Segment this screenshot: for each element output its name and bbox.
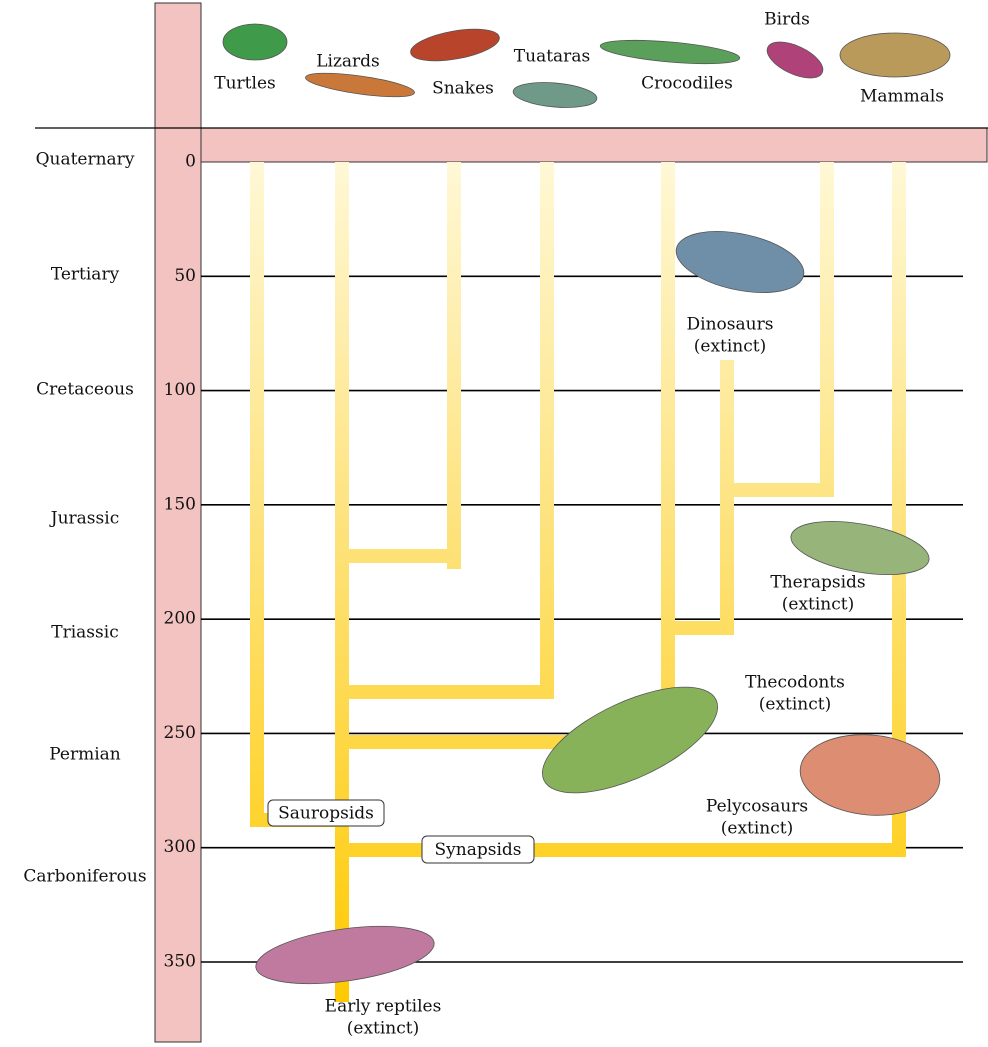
tick-label: 50 [174,266,196,286]
snake-art [410,28,500,62]
period-label: Permian [49,745,121,765]
branch [342,549,461,563]
group-label: Snakes [432,79,494,99]
branch [820,162,834,497]
tick-label: 150 [164,494,196,514]
clade-label: Sauropsids [278,804,374,824]
branch [661,162,675,749]
extinct-note: (extinct) [347,1019,419,1039]
extinct-name: Dinosaurs [687,315,774,335]
branch [727,483,834,497]
group-label: Turtles [214,74,275,94]
pelycosaur-art [799,734,941,816]
group-label: Birds [764,10,810,30]
clade-box [421,835,535,864]
tick-label: 250 [164,723,196,743]
group-label: Lizards [316,52,380,72]
branch [342,685,554,699]
extinct-name: Pelycosaurs [706,797,808,817]
group-label: Tuataras [514,47,590,67]
branch [892,162,906,857]
tick-label: 100 [164,380,196,400]
period-label: Cretaceous [36,380,134,400]
clade-box [267,799,385,827]
period-label: Quaternary [36,150,135,170]
grid-lines [201,275,963,963]
group-label: Crocodiles [641,74,733,94]
extinct-name: Therapsids [770,573,865,593]
lizard-art [305,72,415,98]
tick-label: 350 [164,952,196,972]
clade-label: Synapsids [435,840,522,860]
branch [335,162,349,1002]
therapsid-art [790,521,930,575]
bird-art [766,41,824,79]
branch [540,162,554,699]
extinct-note: (extinct) [721,819,793,839]
tuatara-art [512,82,598,108]
present-bar [200,127,988,163]
period-label: Triassic [51,623,118,643]
dinosaur-art [675,231,805,293]
extinct-note: (extinct) [759,695,831,715]
turtle-art [222,23,288,61]
extinct-note: (extinct) [694,337,766,357]
time-bar [154,2,202,1043]
early-reptile-art [255,925,435,985]
period-label: Carboniferous [23,867,146,887]
tick-label: 0 [185,152,196,172]
tick-label: 300 [164,837,196,857]
labels: 0 50 100 150 200 250 300 350 Quaternary Tertiary C… [23,10,944,1039]
extinct-name: Thecodonts [745,673,845,693]
branches [250,162,906,1002]
branch [250,162,264,827]
mammal-art [839,32,951,78]
extinct-name: Early reptiles [325,997,442,1017]
period-label: Tertiary [51,265,120,285]
crocodile-art [599,39,741,65]
animal-illustrations [222,23,951,985]
period-label: Jurassic [49,509,119,529]
branch [668,621,734,635]
group-label: Mammals [860,87,944,107]
branch [720,360,734,635]
extinct-note: (extinct) [782,595,854,615]
thecodont-art [542,686,718,794]
branch [447,162,461,569]
tick-label: 200 [164,609,196,629]
